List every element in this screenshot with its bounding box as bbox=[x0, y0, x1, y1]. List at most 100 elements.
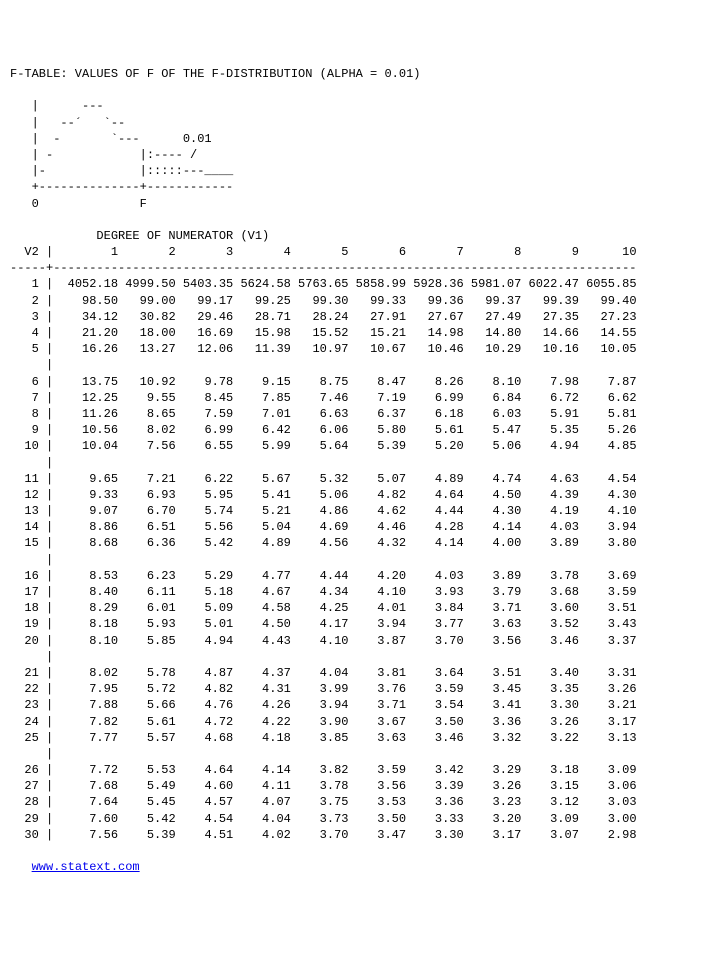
table-cell: 4.22 bbox=[233, 715, 291, 729]
row-label: 25 bbox=[10, 731, 39, 745]
table-cell: 5.29 bbox=[176, 569, 234, 583]
table-cell: 27.91 bbox=[348, 310, 406, 324]
table-cell: 7.01 bbox=[233, 407, 291, 421]
row-header-label: V2 bbox=[10, 245, 39, 259]
row-label: 29 bbox=[10, 812, 39, 826]
table-cell: 99.17 bbox=[176, 294, 234, 308]
table-cell: 4.50 bbox=[233, 617, 291, 631]
table-cell: 3.67 bbox=[348, 715, 406, 729]
table-cell: 8.65 bbox=[118, 407, 176, 421]
table-cell: 6.51 bbox=[118, 520, 176, 534]
table-cell: 14.98 bbox=[406, 326, 464, 340]
table-cell: 3.56 bbox=[464, 634, 522, 648]
table-cell: 5.45 bbox=[118, 795, 176, 809]
table-cell: 7.64 bbox=[60, 795, 118, 809]
table-cell: 5.67 bbox=[233, 472, 291, 486]
table-cell: 3.59 bbox=[579, 585, 637, 599]
table-cell: 9.15 bbox=[233, 375, 291, 389]
source-link[interactable]: www.statext.com bbox=[32, 860, 140, 874]
table-cell: 4.86 bbox=[291, 504, 349, 518]
table-cell: 3.26 bbox=[579, 682, 637, 696]
table-cell: 4.89 bbox=[233, 536, 291, 550]
table-cell: 5.01 bbox=[176, 617, 234, 631]
table-cell: 14.55 bbox=[579, 326, 637, 340]
table-cell: 7.21 bbox=[118, 472, 176, 486]
table-cell: 3.09 bbox=[579, 763, 637, 777]
table-cell: 7.98 bbox=[521, 375, 579, 389]
table-cell: 3.56 bbox=[348, 779, 406, 793]
table-cell: 5.26 bbox=[579, 423, 637, 437]
table-cell: 3.52 bbox=[521, 617, 579, 631]
table-cell: 14.80 bbox=[464, 326, 522, 340]
row-label: 4 bbox=[10, 326, 39, 340]
table-cell: 4.30 bbox=[464, 504, 522, 518]
table-cell: 8.10 bbox=[464, 375, 522, 389]
table-cell: 6.72 bbox=[521, 391, 579, 405]
table-cell: 99.33 bbox=[348, 294, 406, 308]
table-cell: 9.65 bbox=[60, 472, 118, 486]
table-cell: 10.29 bbox=[464, 342, 522, 356]
table-cell: 21.20 bbox=[60, 326, 118, 340]
table-cell: 27.23 bbox=[579, 310, 637, 324]
table-cell: 4.54 bbox=[176, 812, 234, 826]
table-cell: 27.49 bbox=[464, 310, 522, 324]
table-cell: 8.29 bbox=[60, 601, 118, 615]
table-cell: 4.67 bbox=[233, 585, 291, 599]
table-cell: 3.81 bbox=[348, 666, 406, 680]
table-cell: 99.39 bbox=[521, 294, 579, 308]
table-cell: 4.10 bbox=[291, 634, 349, 648]
table-cell: 5.53 bbox=[118, 763, 176, 777]
table-cell: 4.39 bbox=[521, 488, 579, 502]
table-cell: 98.50 bbox=[60, 294, 118, 308]
table-cell: 5624.58 bbox=[233, 277, 291, 291]
table-cell: 3.03 bbox=[579, 795, 637, 809]
row-label: 1 bbox=[10, 277, 39, 291]
col-header: 7 bbox=[406, 245, 464, 259]
table-cell: 3.15 bbox=[521, 779, 579, 793]
table-cell: 29.46 bbox=[176, 310, 234, 324]
table-cell: 4.74 bbox=[464, 472, 522, 486]
table-cell: 6.36 bbox=[118, 536, 176, 550]
row-label: 21 bbox=[10, 666, 39, 680]
table-cell: 4.20 bbox=[348, 569, 406, 583]
table-cell: 4.02 bbox=[233, 828, 291, 842]
table-cell: 27.35 bbox=[521, 310, 579, 324]
table-cell: 6.99 bbox=[406, 391, 464, 405]
table-cell: 4.51 bbox=[176, 828, 234, 842]
table-cell: 7.59 bbox=[176, 407, 234, 421]
table-cell: 3.93 bbox=[406, 585, 464, 599]
table-cell: 10.46 bbox=[406, 342, 464, 356]
table-cell: 99.30 bbox=[291, 294, 349, 308]
table-cell: 6.62 bbox=[579, 391, 637, 405]
table-cell: 99.00 bbox=[118, 294, 176, 308]
table-cell: 3.37 bbox=[579, 634, 637, 648]
table-cell: 3.99 bbox=[291, 682, 349, 696]
row-label: 18 bbox=[10, 601, 39, 615]
table-cell: 12.25 bbox=[60, 391, 118, 405]
table-cell: 7.95 bbox=[60, 682, 118, 696]
table-cell: 10.16 bbox=[521, 342, 579, 356]
xaxis-f: F bbox=[140, 197, 147, 211]
table-cell: 3.68 bbox=[521, 585, 579, 599]
table-cell: 4.68 bbox=[176, 731, 234, 745]
table-cell: 3.60 bbox=[521, 601, 579, 615]
table-cell: 3.89 bbox=[464, 569, 522, 583]
table-cell: 6.55 bbox=[176, 439, 234, 453]
table-cell: 4.69 bbox=[291, 520, 349, 534]
table-cell: 6055.85 bbox=[579, 277, 637, 291]
col-header: 4 bbox=[233, 245, 291, 259]
table-cell: 8.47 bbox=[348, 375, 406, 389]
col-header: 8 bbox=[464, 245, 522, 259]
table-cell: 5.93 bbox=[118, 617, 176, 631]
table-cell: 5.09 bbox=[176, 601, 234, 615]
table-cell: 6.23 bbox=[118, 569, 176, 583]
table-cell: 3.80 bbox=[579, 536, 637, 550]
table-cell: 9.33 bbox=[60, 488, 118, 502]
table-cell: 8.10 bbox=[60, 634, 118, 648]
row-label: 23 bbox=[10, 698, 39, 712]
table-cell: 3.51 bbox=[464, 666, 522, 680]
table-cell: 7.87 bbox=[579, 375, 637, 389]
table-cell: 7.56 bbox=[60, 828, 118, 842]
table-cell: 10.04 bbox=[60, 439, 118, 453]
table-cell: 3.13 bbox=[579, 731, 637, 745]
